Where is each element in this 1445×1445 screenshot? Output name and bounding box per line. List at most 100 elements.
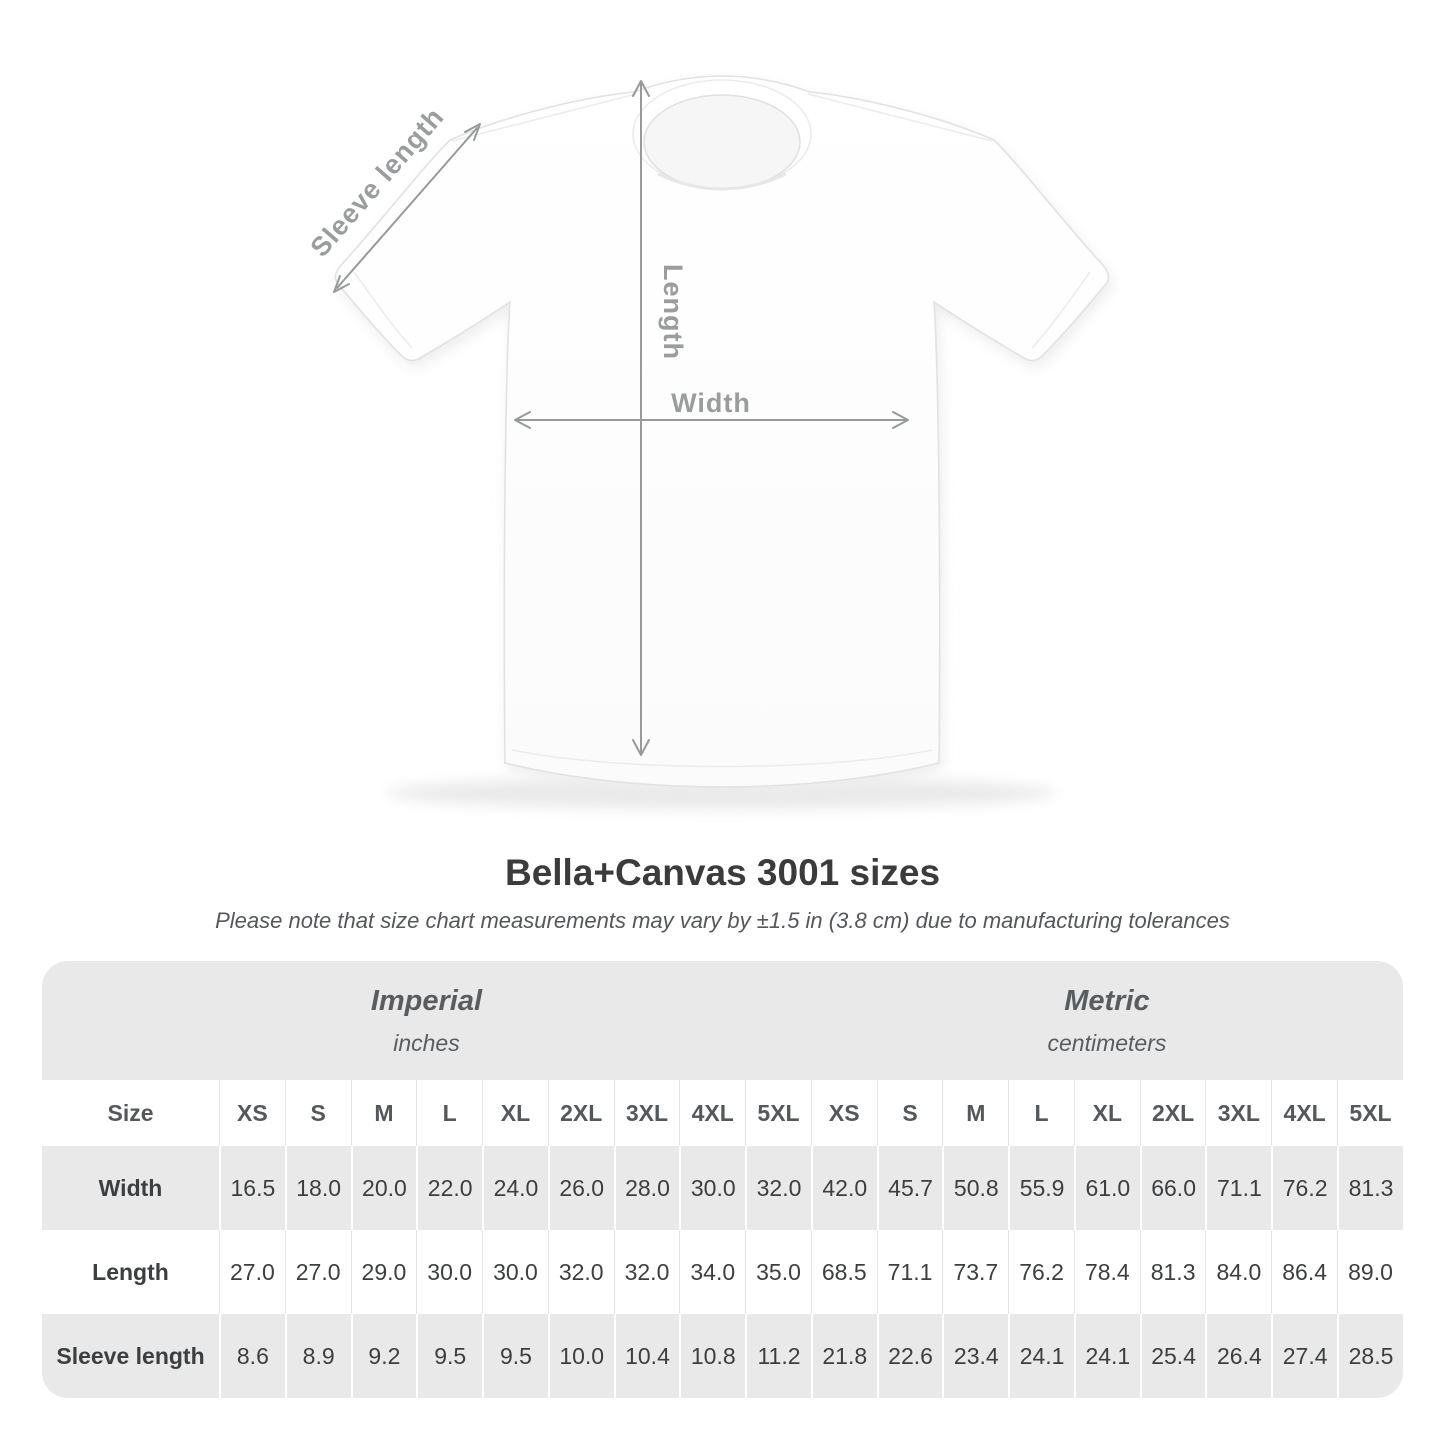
shirt-floor-shadow — [387, 777, 1057, 809]
size-chart-table: Imperial inches Metric centimeters Size XS S M L… — [42, 961, 1403, 1398]
measurement-value-metric: 81.3 — [1139, 1230, 1206, 1314]
sleeve-hem-seam-left — [353, 271, 413, 349]
measurement-value-imperial: 32.0 — [613, 1230, 680, 1314]
measurement-value-imperial: 10.0 — [547, 1314, 614, 1398]
measurement-value-metric: 42.0 — [810, 1146, 877, 1230]
measurement-value-imperial: 27.0 — [284, 1230, 351, 1314]
measurement-value-imperial: 10.8 — [679, 1314, 746, 1398]
size-corner-header: Size — [42, 1080, 219, 1146]
sleeve-length-arrow — [333, 123, 481, 293]
measurement-value-imperial: 29.0 — [350, 1230, 417, 1314]
measurement-value-imperial: 9.5 — [416, 1314, 483, 1398]
group-label: Metric — [1064, 984, 1150, 1017]
page-title: Bella+Canvas 3001 sizes — [504, 852, 941, 893]
size-col-header: 4XL — [1271, 1080, 1338, 1146]
measurement-value-imperial: 9.5 — [482, 1314, 548, 1398]
measurement-value-imperial: 22.0 — [416, 1146, 483, 1230]
size-col-header: XL — [1073, 1080, 1140, 1146]
size-col-header: 5XL — [745, 1080, 811, 1146]
measurement-value-metric: 68.5 — [810, 1230, 877, 1314]
group-unit: inches — [393, 1029, 460, 1056]
shoulder-seam-left — [451, 93, 637, 142]
measurement-value-metric: 76.2 — [1008, 1230, 1074, 1314]
size-col-header: 3XL — [1205, 1080, 1272, 1146]
measurement-value-imperial: 27.0 — [219, 1230, 285, 1314]
size-col-header: L — [1008, 1080, 1074, 1146]
size-col-header: XS — [810, 1080, 877, 1146]
size-col-header: S — [876, 1080, 943, 1146]
sleeve-hem-seam-right — [1031, 271, 1091, 349]
measurement-value-metric: 89.0 — [1337, 1230, 1403, 1314]
length-label: Length — [658, 264, 688, 360]
group-label: Imperial — [370, 984, 483, 1017]
measurement-value-imperial: 18.0 — [284, 1146, 351, 1230]
measurement-value-metric: 78.4 — [1073, 1230, 1140, 1314]
measurement-value-metric: 28.5 — [1337, 1314, 1403, 1398]
hem-stitch-line — [511, 749, 933, 768]
measurement-value-imperial: 16.5 — [219, 1146, 285, 1230]
measurement-row: Sleeve length 8.6 8.9 9.2 9.5 9.5 10.0 10.4 10.8… — [42, 1314, 1403, 1398]
measurement-value-imperial: 24.0 — [482, 1146, 548, 1230]
measurement-value-imperial: 11.2 — [745, 1314, 811, 1398]
size-col-header: XS — [219, 1080, 285, 1146]
measurement-value-metric: 84.0 — [1205, 1230, 1272, 1314]
measurement-value-metric: 45.7 — [876, 1146, 943, 1230]
measurement-row-label: Length — [42, 1230, 219, 1314]
unit-group-row: Imperial inches Metric centimeters — [42, 961, 1403, 1080]
measurement-row-label: Sleeve length — [42, 1314, 219, 1398]
size-col-header: 2XL — [547, 1080, 614, 1146]
measurement-value-imperial: 34.0 — [679, 1230, 746, 1314]
measurement-value-imperial: 20.0 — [350, 1146, 417, 1230]
tolerance-note: Please note that size chart measurements… — [215, 908, 1230, 933]
tshirt-measurement-diagram: Sleeve length Length Width — [305, 75, 1112, 809]
measurement-value-metric: 55.9 — [1008, 1146, 1074, 1230]
size-header-row: Size XS S M L XL 2XL 3XL 4XL 5XL XS S M L XL 2XL 3XL 4XL 5… — [42, 1080, 1403, 1146]
size-chart-table-body: Imperial inches Metric centimeters Size XS S M L… — [42, 961, 1403, 1398]
measurement-value-metric: 23.4 — [942, 1314, 1009, 1398]
measurement-value-imperial: 8.6 — [219, 1314, 285, 1398]
measurement-value-metric: 73.7 — [942, 1230, 1009, 1314]
measurement-value-metric: 26.4 — [1205, 1314, 1272, 1398]
measurement-value-imperial: 9.2 — [350, 1314, 417, 1398]
measurement-value-metric: 66.0 — [1139, 1146, 1206, 1230]
measurement-row-label: Width — [42, 1146, 219, 1230]
shoulder-seam-right — [807, 93, 993, 142]
measurement-value-metric: 24.1 — [1008, 1314, 1074, 1398]
size-col-header: 3XL — [613, 1080, 680, 1146]
size-col-header: S — [284, 1080, 351, 1146]
measurement-value-imperial: 30.0 — [679, 1146, 746, 1230]
width-arrow — [514, 411, 909, 429]
measurement-value-imperial: 8.9 — [284, 1314, 351, 1398]
collar-shadow-arc — [657, 172, 787, 191]
imperial-group-header: Imperial inches — [42, 961, 811, 1080]
measurement-value-metric: 21.8 — [810, 1314, 877, 1398]
measurement-value-metric: 86.4 — [1271, 1230, 1338, 1314]
measurement-value-metric: 71.1 — [876, 1230, 943, 1314]
measurement-value-imperial: 30.0 — [416, 1230, 483, 1314]
measurement-value-metric: 27.4 — [1271, 1314, 1338, 1398]
measurement-value-imperial: 32.0 — [547, 1230, 614, 1314]
measurement-value-imperial: 32.0 — [745, 1146, 811, 1230]
measurement-value-imperial: 30.0 — [482, 1230, 548, 1314]
measurement-row: Width 16.5 18.0 20.0 22.0 24.0 26.0 28.0 30.0 32.… — [42, 1146, 1403, 1230]
measurement-value-metric: 24.1 — [1073, 1314, 1140, 1398]
measurement-value-imperial: 26.0 — [547, 1146, 614, 1230]
measurement-value-imperial: 35.0 — [745, 1230, 811, 1314]
size-col-header: 4XL — [679, 1080, 746, 1146]
width-label: Width — [671, 388, 751, 418]
measurement-value-metric: 50.8 — [942, 1146, 1009, 1230]
length-arrow — [632, 80, 650, 756]
collar-opening — [643, 94, 801, 190]
group-unit: centimeters — [1047, 1029, 1167, 1056]
metric-group-header: Metric centimeters — [810, 961, 1403, 1080]
measurement-value-imperial: 10.4 — [613, 1314, 680, 1398]
size-col-header: XL — [482, 1080, 548, 1146]
size-col-header: 5XL — [1337, 1080, 1403, 1146]
measurement-value-metric: 25.4 — [1139, 1314, 1206, 1398]
measurement-value-metric: 81.3 — [1337, 1146, 1403, 1230]
measurement-value-metric: 22.6 — [876, 1314, 943, 1398]
measurement-value-metric: 61.0 — [1073, 1146, 1140, 1230]
size-col-header: L — [416, 1080, 483, 1146]
measurement-row: Length 27.0 27.0 29.0 30.0 30.0 32.0 32.0 34.0 35… — [42, 1230, 1403, 1314]
